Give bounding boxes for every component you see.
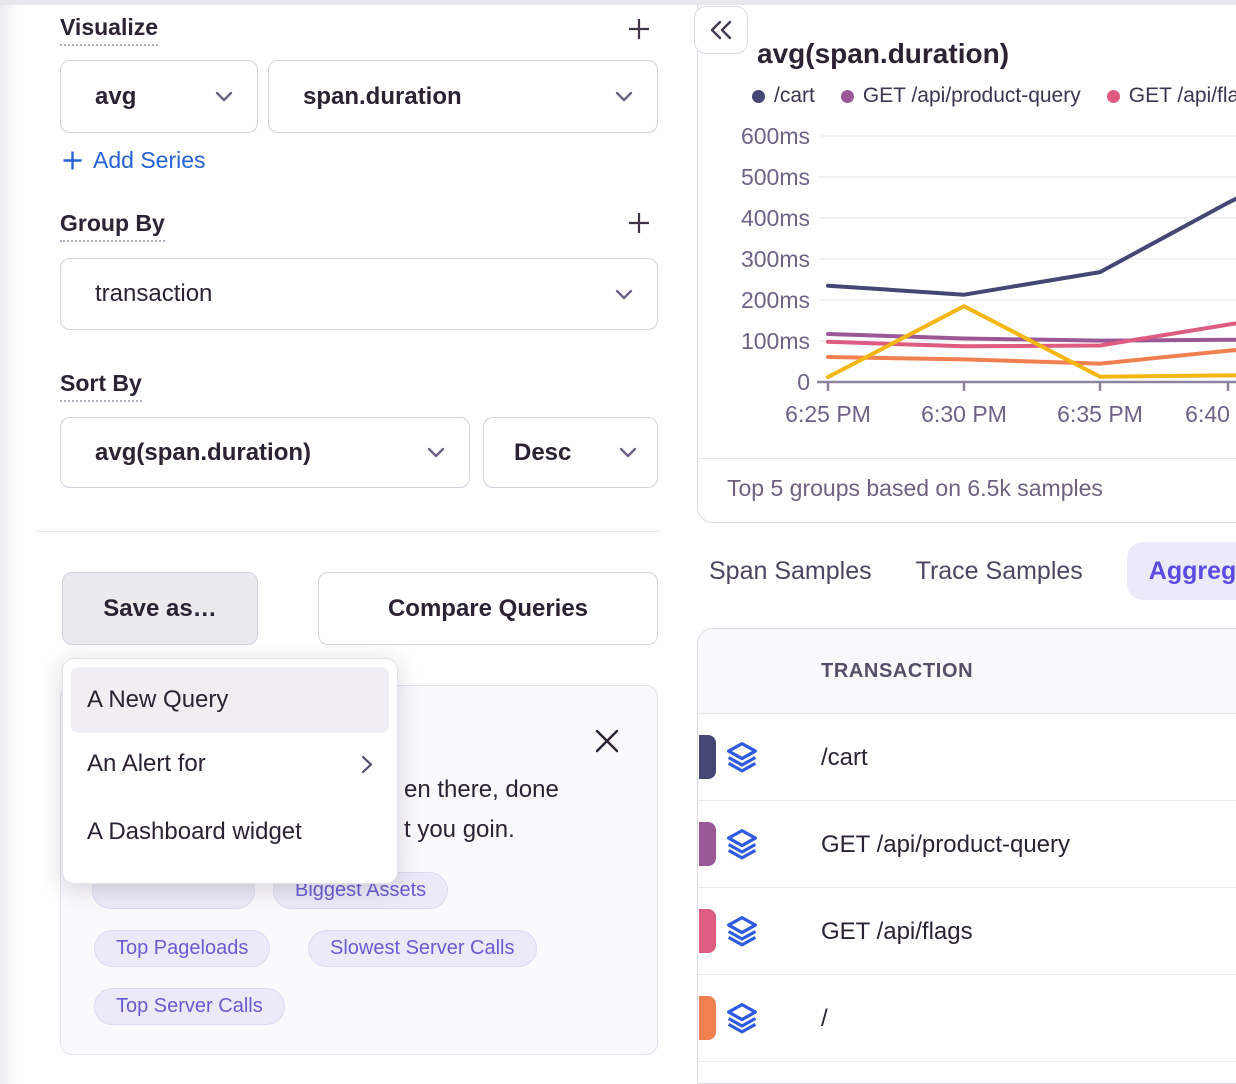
chart-footer-text: Top 5 groups based on 6.5k samples bbox=[727, 475, 1103, 501]
suggested-query-pill[interactable]: Top Pageloads bbox=[94, 930, 271, 967]
chevrons-left-icon bbox=[710, 20, 732, 40]
add-group-by-button[interactable] bbox=[624, 208, 654, 238]
field-select[interactable]: span.duration bbox=[268, 60, 658, 133]
sort-direction-select[interactable]: Desc bbox=[483, 417, 658, 488]
aggregates-table: TRANSACTION /cart GET /a bbox=[697, 628, 1236, 1084]
left-gutter bbox=[0, 5, 18, 1084]
svg-text:6:35 PM: 6:35 PM bbox=[1057, 401, 1143, 427]
suggested-query-pill[interactable]: Slowest Server Calls bbox=[308, 930, 537, 967]
legend-dot-icon bbox=[752, 89, 765, 103]
compare-queries-button[interactable]: Compare Queries bbox=[318, 572, 658, 645]
chevron-right-icon bbox=[361, 755, 373, 773]
tab-trace-samples[interactable]: Trace Samples bbox=[915, 556, 1083, 585]
samples-tabs: Span Samples Trace Samples Aggregates bbox=[709, 542, 1236, 600]
svg-text:6:25 PM: 6:25 PM bbox=[785, 401, 871, 427]
svg-text:6:30 PM: 6:30 PM bbox=[921, 401, 1007, 427]
series-color-chip bbox=[699, 996, 716, 1040]
transaction-cell: GET /api/flags bbox=[821, 918, 973, 945]
legend-dot-icon bbox=[1106, 89, 1120, 103]
svg-text:0: 0 bbox=[797, 369, 810, 395]
svg-text:200ms: 200ms bbox=[741, 287, 810, 313]
legend-label: GET /api/flags bbox=[1128, 84, 1236, 107]
menu-item-dashboard-widget[interactable]: A Dashboard widget bbox=[87, 818, 302, 845]
duration-line-chart[interactable]: 0 100ms 200ms 300ms 400ms 500ms 600ms 6:25 PM 6:… bbox=[697, 110, 1236, 450]
group-by-select[interactable]: transaction bbox=[60, 258, 658, 330]
sort-field-select[interactable]: avg(span.duration) bbox=[60, 417, 470, 488]
layers-stack-icon bbox=[727, 916, 757, 952]
svg-text:400ms: 400ms bbox=[741, 205, 810, 231]
visualize-heading: Visualize bbox=[60, 14, 159, 46]
add-series-button[interactable]: Add Series bbox=[62, 147, 206, 174]
promo-text-line-1: en there, done bbox=[404, 776, 559, 803]
chart-footer: Top 5 groups based on 6.5k samples bbox=[698, 458, 1236, 522]
suggested-query-pill[interactable]: Top Server Calls bbox=[94, 988, 285, 1025]
legend-item[interactable]: GET /api/flags bbox=[1106, 84, 1236, 108]
table-row[interactable]: GET /api/flags bbox=[698, 888, 1236, 975]
series-color-chip bbox=[699, 735, 716, 779]
x-icon bbox=[595, 729, 619, 753]
chevron-down-icon bbox=[215, 91, 233, 102]
tab-aggregates[interactable]: Aggregates bbox=[1126, 542, 1236, 600]
svg-text:600ms: 600ms bbox=[741, 123, 810, 149]
menu-item-alert[interactable]: An Alert for bbox=[71, 733, 389, 795]
table-row[interactable]: GET /api/product-query bbox=[698, 801, 1236, 888]
table-row[interactable]: / bbox=[698, 975, 1236, 1062]
layers-stack-icon bbox=[727, 829, 757, 865]
chevron-down-icon bbox=[615, 91, 633, 102]
top-edge-strip bbox=[0, 0, 1236, 5]
legend-label: GET /api/product-query bbox=[862, 84, 1081, 107]
save-as-button[interactable]: Save as… bbox=[62, 572, 258, 645]
svg-text:300ms: 300ms bbox=[741, 246, 810, 272]
promo-text-line-2: t you goin. bbox=[404, 816, 515, 843]
chevron-down-icon bbox=[615, 289, 633, 299]
add-visualize-button[interactable] bbox=[624, 14, 654, 44]
tab-span-samples[interactable]: Span Samples bbox=[709, 556, 872, 585]
svg-text:6:40 PM: 6:40 PM bbox=[1185, 401, 1236, 427]
legend-item[interactable]: /cart bbox=[752, 84, 815, 108]
plus-icon bbox=[629, 19, 649, 39]
group-by-heading: Group By bbox=[60, 210, 165, 242]
table-row-partial bbox=[698, 1062, 1236, 1083]
layers-stack-icon bbox=[727, 742, 757, 778]
chevron-down-icon bbox=[619, 447, 637, 458]
chart-widget-card bbox=[697, 0, 1236, 523]
save-as-menu: A New Query An Alert for A Dashboard wid… bbox=[62, 658, 398, 884]
chart-title: avg(span.duration) bbox=[757, 38, 1010, 69]
add-series-label: Add Series bbox=[93, 147, 206, 173]
transaction-cell: GET /api/product-query bbox=[821, 831, 1071, 858]
transaction-cell: /cart bbox=[821, 744, 868, 771]
legend-label: /cart bbox=[774, 84, 815, 107]
table-row[interactable]: /cart bbox=[698, 714, 1236, 801]
svg-text:500ms: 500ms bbox=[741, 164, 810, 190]
section-divider bbox=[36, 531, 660, 532]
menu-item-new-query[interactable]: A New Query bbox=[71, 667, 389, 733]
table-header-row: TRANSACTION bbox=[698, 629, 1236, 714]
transaction-column-header: TRANSACTION bbox=[821, 660, 974, 682]
sort-by-heading: Sort By bbox=[60, 370, 142, 402]
legend-item[interactable]: GET /api/product-query bbox=[840, 84, 1081, 108]
plus-icon bbox=[63, 151, 82, 170]
series-color-chip bbox=[699, 909, 716, 953]
layers-stack-icon bbox=[727, 1003, 757, 1039]
transaction-cell: / bbox=[821, 1005, 828, 1032]
aggregate-select[interactable]: avg bbox=[60, 60, 258, 133]
collapse-panel-button[interactable] bbox=[694, 6, 748, 54]
svg-text:100ms: 100ms bbox=[741, 328, 810, 354]
chart-legend: /cart GET /api/product-query GET /api/flag… bbox=[752, 84, 1236, 114]
plus-icon bbox=[629, 213, 649, 233]
close-icon[interactable] bbox=[592, 726, 622, 756]
legend-dot-icon bbox=[840, 89, 854, 103]
series-color-chip bbox=[699, 822, 716, 866]
chevron-down-icon bbox=[427, 447, 445, 458]
